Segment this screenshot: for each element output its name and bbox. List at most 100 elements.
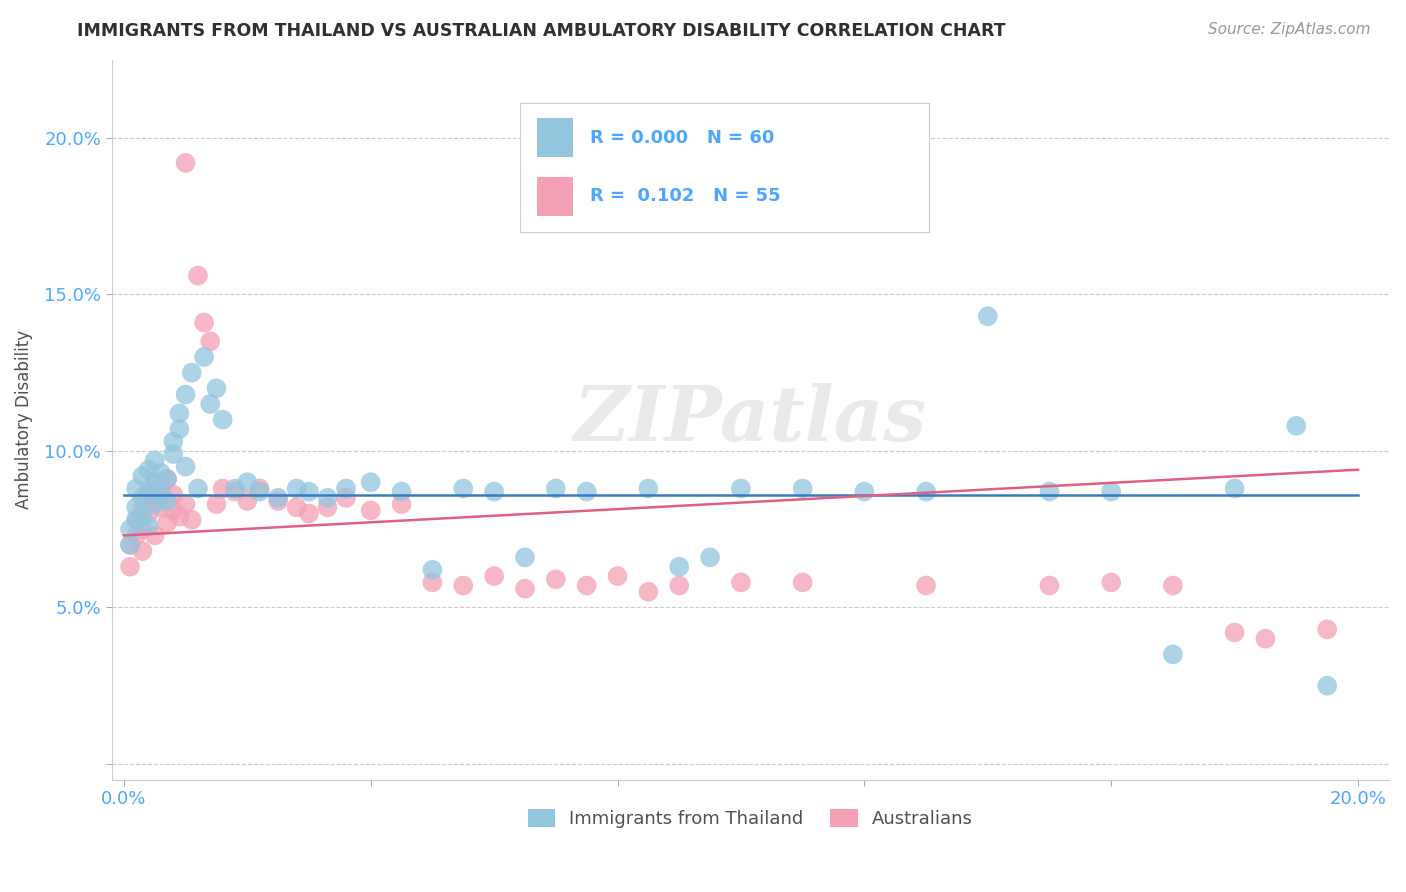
Point (316, 491, 339, 505)
Point (1161, 578, 1184, 592)
Point (143, 475, 166, 490)
Point (180, 513, 202, 527)
Point (451, 578, 474, 592)
Point (131, 544, 153, 558)
Point (1254, 632, 1277, 646)
Text: Source: ZipAtlas.com: Source: ZipAtlas.com (1208, 22, 1371, 37)
Point (482, 484, 505, 499)
Point (360, 503, 382, 517)
Point (730, 575, 752, 590)
Point (187, 482, 209, 496)
Point (668, 578, 690, 592)
Point (169, 422, 191, 436)
Point (143, 475, 166, 490)
Point (915, 578, 938, 592)
Point (143, 491, 166, 505)
Point (1316, 679, 1339, 693)
Point (211, 412, 233, 426)
Point (544, 572, 567, 586)
Point (1038, 578, 1060, 592)
Point (131, 509, 153, 524)
Point (131, 500, 153, 515)
Point (236, 494, 259, 508)
Point (1099, 575, 1122, 590)
Point (668, 559, 690, 574)
Point (1099, 484, 1122, 499)
Point (205, 497, 228, 511)
Point (977, 310, 1000, 324)
Point (143, 528, 166, 542)
Point (606, 569, 628, 583)
Point (451, 482, 474, 496)
Point (118, 538, 141, 552)
Point (224, 484, 246, 499)
Point (174, 459, 197, 474)
Point (125, 500, 148, 515)
Point (125, 528, 148, 542)
Point (699, 550, 721, 565)
Point (1223, 482, 1246, 496)
Point (298, 484, 321, 499)
Point (236, 475, 259, 490)
Point (1223, 625, 1246, 640)
Point (138, 507, 160, 521)
Point (193, 316, 215, 330)
Point (149, 500, 172, 515)
Point (125, 513, 148, 527)
Point (1161, 648, 1184, 662)
Point (267, 491, 290, 505)
Point (187, 268, 209, 283)
Point (224, 482, 246, 496)
Point (200, 397, 222, 411)
Point (853, 484, 876, 499)
Point (162, 488, 184, 502)
Point (391, 484, 413, 499)
Point (285, 482, 308, 496)
Point (143, 453, 166, 467)
Point (513, 550, 536, 565)
Point (360, 475, 382, 490)
Point (637, 584, 659, 599)
Point (118, 522, 141, 536)
Point (730, 482, 752, 496)
Point (149, 482, 172, 496)
Point (193, 350, 215, 364)
Point (482, 569, 505, 583)
Point (156, 472, 179, 486)
Point (174, 156, 197, 170)
Point (174, 497, 197, 511)
Point (316, 500, 339, 515)
Point (174, 387, 197, 401)
Point (125, 513, 148, 527)
Point (335, 491, 357, 505)
Point (169, 509, 191, 524)
Point (422, 563, 444, 577)
Point (156, 516, 179, 530)
Point (156, 472, 179, 486)
Point (131, 491, 153, 505)
Point (200, 334, 222, 349)
Point (1316, 623, 1339, 637)
Text: IMMIGRANTS FROM THAILAND VS AUSTRALIAN AMBULATORY DISABILITY CORRELATION CHART: IMMIGRANTS FROM THAILAND VS AUSTRALIAN A… (77, 22, 1005, 40)
Point (792, 575, 814, 590)
Point (1285, 418, 1308, 433)
Legend: Immigrants from Thailand, Australians: Immigrants from Thailand, Australians (520, 802, 980, 836)
Text: ZIPatlas: ZIPatlas (574, 383, 927, 457)
Point (637, 482, 659, 496)
Point (1038, 484, 1060, 499)
Point (205, 381, 228, 395)
Point (285, 500, 308, 515)
Point (391, 497, 413, 511)
Point (138, 463, 160, 477)
Y-axis label: Ambulatory Disability: Ambulatory Disability (15, 330, 32, 509)
Point (138, 488, 160, 502)
Point (149, 466, 172, 480)
Point (131, 469, 153, 483)
Point (267, 494, 290, 508)
Point (138, 519, 160, 533)
Point (125, 482, 148, 496)
Point (575, 578, 598, 592)
Point (156, 494, 179, 508)
Point (162, 447, 184, 461)
Point (138, 484, 160, 499)
